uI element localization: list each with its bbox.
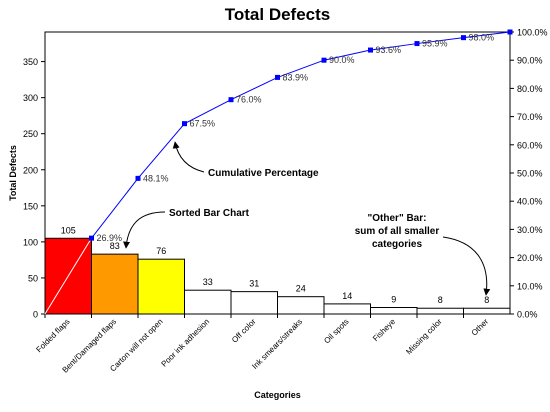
y2-tick-label: 40.0% <box>517 197 543 207</box>
bar-value-label: 83 <box>110 241 120 251</box>
annotation-other: categories <box>372 239 422 250</box>
bar <box>91 253 139 315</box>
bar-value-label: 76 <box>156 246 166 256</box>
cumulative-label: 95.9% <box>422 39 448 49</box>
cumulative-point <box>135 175 141 181</box>
y2-tick-label: 10.0% <box>517 281 543 291</box>
cumulative-label: 48.1% <box>143 173 169 183</box>
cumulative-point <box>461 35 466 41</box>
bar <box>277 296 325 315</box>
annotation-arrow-other <box>442 236 491 296</box>
y-tick-label: 200 <box>23 165 38 175</box>
cumulative-label: 98.0% <box>469 33 495 43</box>
annotation-other: "Other" Bar: <box>368 213 427 224</box>
bar <box>184 289 232 315</box>
cumulative-label: 76.0% <box>236 95 262 105</box>
bar <box>230 291 278 315</box>
y-tick-label: 150 <box>23 201 38 211</box>
y2-tick-label: 70.0% <box>517 112 543 122</box>
x-tick-label: Fisheye <box>371 317 398 344</box>
cumulative-point <box>321 57 327 63</box>
x-tick-label: Poor ink adhesion <box>160 317 212 369</box>
cumulative-point <box>182 121 187 127</box>
cumulative-point <box>414 41 420 47</box>
bar-value-label: 105 <box>61 225 76 235</box>
y2-tick-label: 0.0% <box>517 310 538 320</box>
bar-value-label: 8 <box>484 295 489 305</box>
annotation-sorted: Sorted Bar Chart <box>169 208 250 219</box>
cumulative-label: 93.6% <box>376 45 402 55</box>
cumulative-point <box>368 47 373 53</box>
bar-value-label: 24 <box>296 284 306 294</box>
bar-value-label: 33 <box>203 277 213 287</box>
cumulative-label: 67.5% <box>190 119 216 129</box>
annotation-cumulative: Cumulative Percentage <box>208 168 319 179</box>
x-tick-label: Off color <box>230 317 258 345</box>
x-tick-label: Missing color <box>404 317 444 357</box>
bar-value-label: 9 <box>391 295 396 305</box>
x-tick-label: Ink smears/streaks <box>250 317 304 371</box>
bar-value-label: 31 <box>249 279 259 289</box>
cumulative-line <box>91 31 511 239</box>
bar <box>463 307 511 315</box>
bar <box>137 258 185 315</box>
cumulative-label: 90.0% <box>329 55 355 65</box>
y2-tick-label: 80.0% <box>517 84 543 94</box>
y2-tick-label: 100.0% <box>517 28 548 38</box>
x-tick-label: Oil spots <box>322 317 350 345</box>
y-tick-label: 350 <box>23 57 38 67</box>
y2-tick-label: 30.0% <box>517 225 543 235</box>
y2-tick-label: 50.0% <box>517 169 543 179</box>
bar <box>370 307 418 315</box>
x-tick-label: Other <box>470 317 491 338</box>
annotation-arrow-cumulative <box>172 141 205 173</box>
y-tick-label: 300 <box>23 93 38 103</box>
y2-tick-label: 20.0% <box>517 253 543 263</box>
bar <box>323 303 371 315</box>
cumulative-label: 83.9% <box>283 72 309 82</box>
annotation-other: sum of all smaller <box>355 226 440 237</box>
cumulative-point <box>275 74 280 80</box>
bar-value-label: 8 <box>438 295 443 305</box>
y-tick-label: 50 <box>28 273 38 283</box>
cumulative-point <box>228 97 234 103</box>
x-tick-label: Carton will not open <box>108 317 164 373</box>
y2-tick-label: 90.0% <box>517 56 543 66</box>
bar <box>416 307 464 315</box>
annotation-arrow-sorted <box>123 211 166 249</box>
chart-title: Total Defects <box>225 5 331 24</box>
cumulative-line-start <box>44 237 92 315</box>
x-axis-label: Categories <box>254 390 301 400</box>
x-tick-label: Folded flaps <box>34 317 71 354</box>
bar-value-label: 14 <box>342 291 352 301</box>
y-tick-label: 100 <box>23 237 38 247</box>
cumulative-point <box>89 235 94 241</box>
y2-tick-label: 60.0% <box>517 140 543 150</box>
y-axis-label: Total Defects <box>8 145 18 201</box>
cumulative-point <box>507 29 513 35</box>
cumulative-label: 26.9% <box>97 233 123 243</box>
y-tick-label: 250 <box>23 129 38 139</box>
y-tick-label: 0 <box>33 310 38 320</box>
